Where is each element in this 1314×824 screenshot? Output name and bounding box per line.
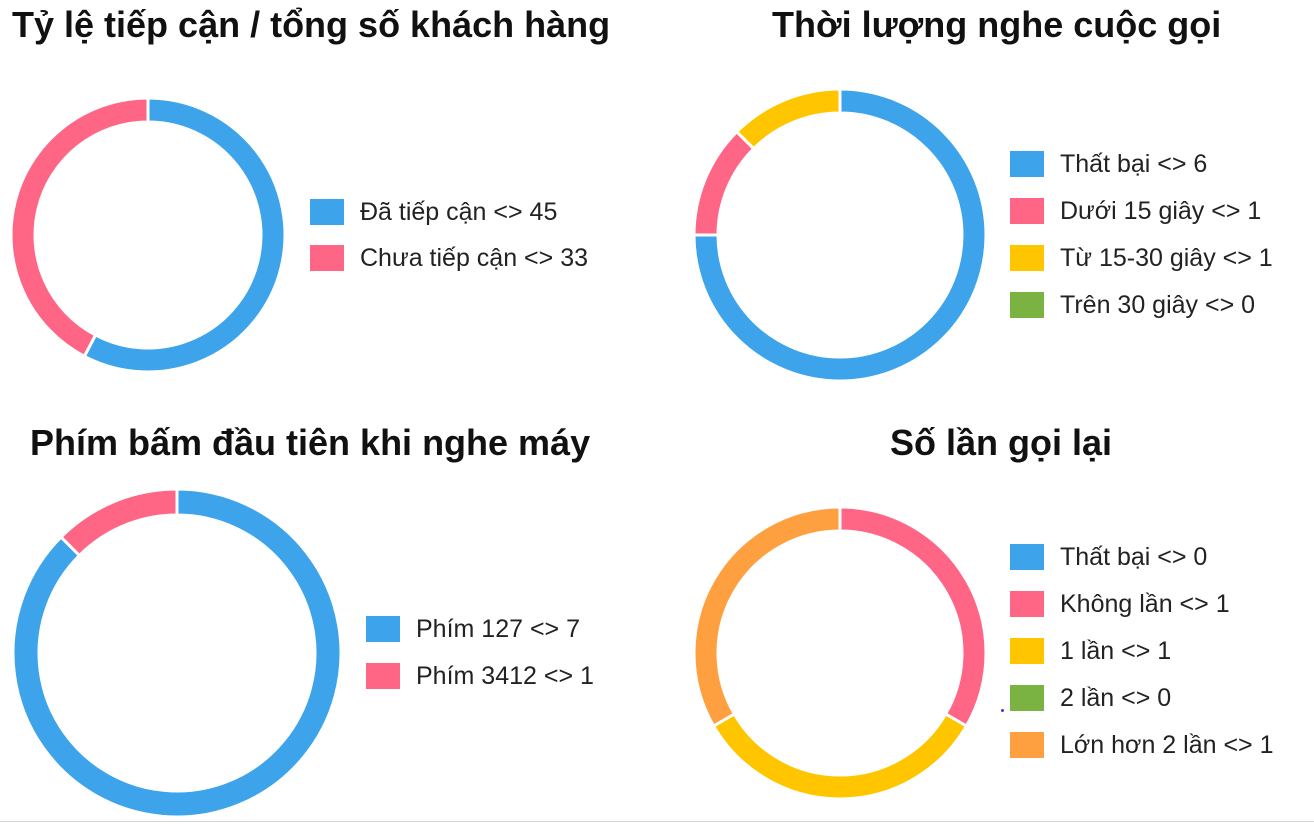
legend-label: Thất bại <> 0 [1060,542,1208,571]
legend-swatch [366,616,400,642]
legend-item-that-bai[interactable]: Thất bại <> 6 [1010,148,1207,180]
chart-title-call-duration: Thời lượng nghe cuộc gọi [772,4,1222,45]
legend-swatch [310,245,344,271]
legend-item-khong-lan[interactable]: Không lần <> 1 [1010,588,1230,620]
legend-swatch [1010,591,1044,617]
slice-1-lan[interactable] [711,711,969,801]
donut-chart-outreach [9,96,287,374]
donut-chart-call-duration [692,87,988,383]
legend-label: Chưa tiếp cận <> 33 [360,243,589,272]
chart-title-outreach: Tỷ lệ tiếp cận / tổng số khách hàng [12,4,611,45]
legend-item-phim-127[interactable]: Phím 127 <> 7 [366,613,580,645]
legend-item-that-bai[interactable]: Thất bại <> 0 [1010,541,1207,573]
legend-label: Phím 127 <> 7 [416,614,581,643]
legend-label: Dưới 15 giây <> 1 [1060,196,1262,225]
chart-title-first-key: Phím bấm đầu tiên khi nghe máy [30,422,591,463]
slice-phim-3412[interactable] [58,487,179,558]
slice-that-bai[interactable] [692,87,988,383]
legend-item-chua-tiep-can[interactable]: Chưa tiếp cận <> 33 [310,242,588,274]
legend-item-duoi-15-giay[interactable]: Dưới 15 giây <> 1 [1010,195,1261,227]
slice-tu-15-30-giay[interactable] [734,87,842,151]
legend-swatch [366,663,400,689]
donut-chart-first-key [11,487,343,819]
legend-item-1-lan[interactable]: 1 lần <> 1 [1010,635,1171,667]
legend-item-tu-15-30-giay[interactable]: Từ 15-30 giây <> 1 [1010,242,1273,274]
donut-chart-callbacks [692,505,988,801]
legend-label: Thất bại <> 6 [1060,149,1208,178]
legend-item-tren-30-giay[interactable]: Trên 30 giây <> 0 [1010,289,1255,321]
legend-swatch [1010,151,1044,177]
slice-duoi-15-giay[interactable] [692,129,756,237]
legend-item-da-tiep-can[interactable]: Đã tiếp cận <> 45 [310,196,557,228]
slice-da-tiep-can[interactable] [82,96,287,374]
legend-item-phim-3412[interactable]: Phím 3412 <> 1 [366,660,594,692]
legend-label: Phím 3412 <> 1 [416,661,594,690]
legend-label: 1 lần <> 1 [1060,636,1172,665]
legend-label: Đã tiếp cận <> 45 [360,197,558,226]
legend-label: Từ 15-30 giây <> 1 [1060,243,1273,272]
legend-label: 2 lần <> 0 [1060,683,1172,712]
legend-swatch [1010,245,1044,271]
chart-title-callbacks: Số lần gọi lại [890,422,1113,463]
legend-swatch [1010,685,1044,711]
legend-item-2-lan[interactable]: 2 lần <> 0 [1010,682,1171,714]
slice-khong-lan[interactable] [838,505,988,729]
legend-swatch [1010,732,1044,758]
legend-label: Trên 30 giây <> 0 [1060,290,1256,319]
slice-lon-hon-2-lan[interactable] [692,505,842,729]
legend-item-lon-hon-2-lan[interactable]: Lớn hơn 2 lần <> 1 [1010,729,1274,761]
legend-label: Lớn hơn 2 lần <> 1 [1060,730,1274,759]
slice-phim-127[interactable] [11,487,343,819]
bottom-divider [0,821,1314,822]
legend-swatch [1010,544,1044,570]
legend-swatch [1010,292,1044,318]
legend-label: Không lần <> 1 [1060,589,1230,618]
legend-swatch [1010,198,1044,224]
legend-swatch [1010,638,1044,664]
stray-dot [1001,709,1004,712]
legend-swatch [310,199,344,225]
slice-chua-tiep-can[interactable] [9,96,150,359]
